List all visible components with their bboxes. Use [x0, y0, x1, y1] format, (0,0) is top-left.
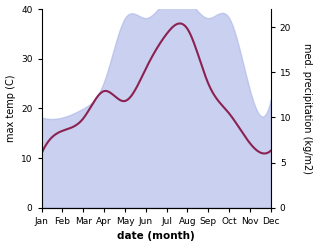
Y-axis label: max temp (C): max temp (C) [5, 75, 16, 142]
Y-axis label: med. precipitation (kg/m2): med. precipitation (kg/m2) [302, 43, 313, 174]
X-axis label: date (month): date (month) [117, 231, 195, 242]
